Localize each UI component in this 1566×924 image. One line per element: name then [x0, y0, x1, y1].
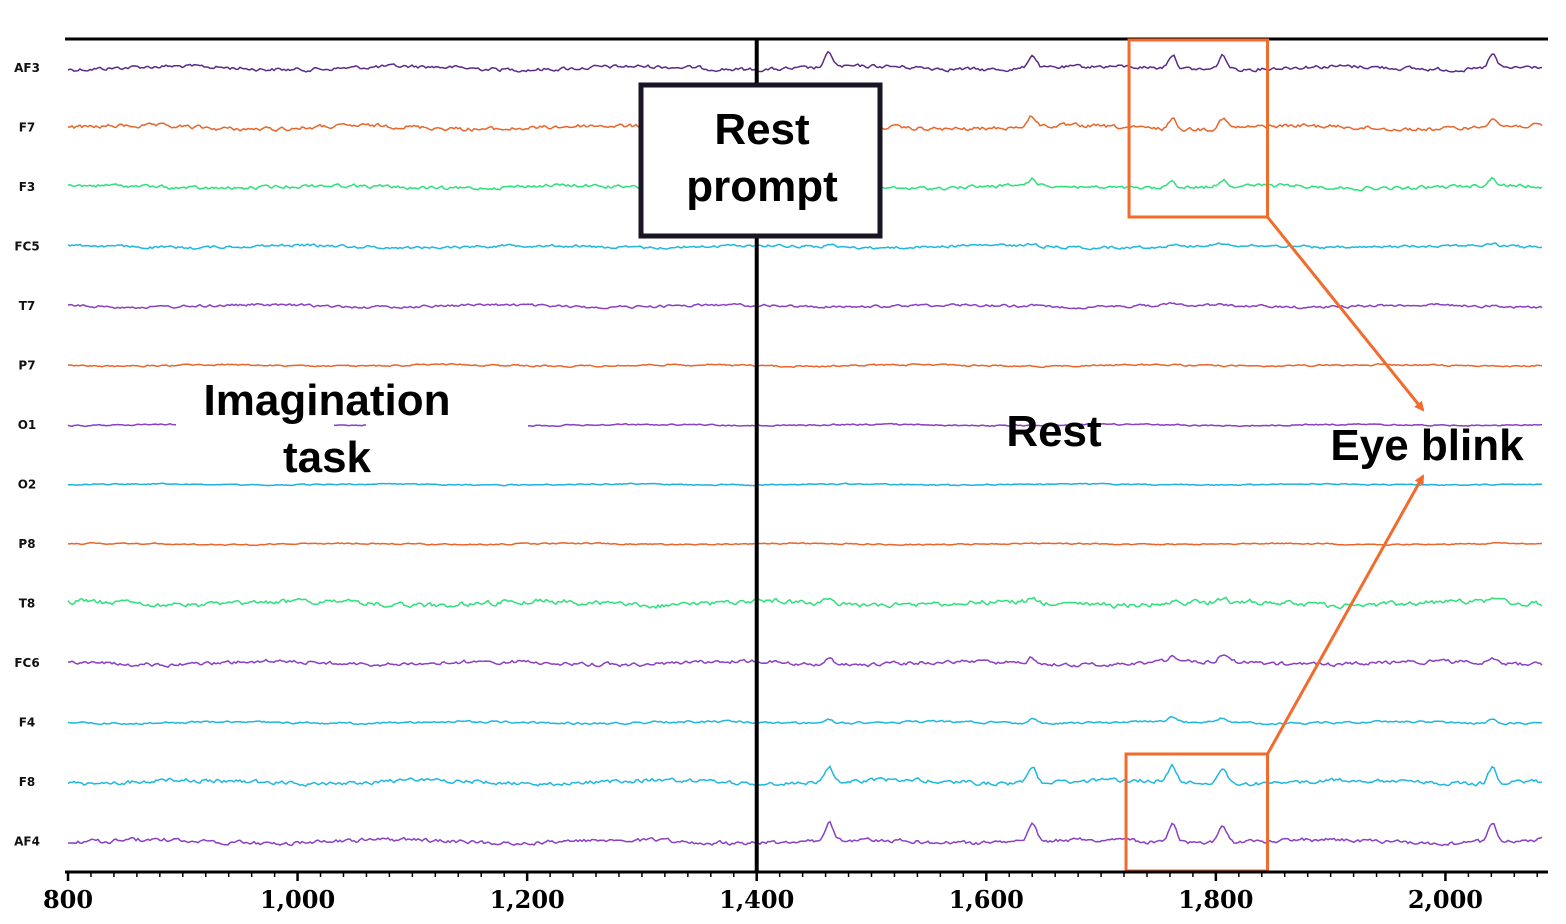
rest-prompt-line-1: Rest [714, 105, 810, 154]
annotation-texts: Imagination task Rest Eye blink [204, 376, 1525, 482]
channel-label-fc6: FC6 [14, 656, 39, 670]
eye-blink-label: Eye blink [1330, 421, 1524, 470]
rest-prompt-box: Rest prompt [638, 82, 883, 239]
channel-label-fc5: FC5 [14, 240, 39, 254]
channel-labels: AF3 F7 F3 FC5 T7 P7 O1 O2 P8 T8 FC6 F4 F8 AF4 [14, 61, 40, 849]
x-axis: 800 1,000 1,200 1,400 1,600 1,800 2,000 [43, 870, 1548, 914]
x-tick-label: 1,000 [260, 885, 335, 914]
channel-label-o2: O2 [18, 478, 37, 492]
channel-label-p7: P7 [18, 359, 35, 373]
channel-label-f7: F7 [19, 121, 36, 135]
x-tick-label: 1,200 [490, 885, 565, 914]
x-tick-label: 2,000 [1408, 885, 1483, 914]
trace-af3 [67, 50, 1543, 73]
task-label-line-1: Imagination [204, 376, 451, 425]
channel-label-f8: F8 [19, 775, 36, 789]
overlays [65, 37, 1548, 873]
channel-label-af4: AF4 [14, 835, 40, 849]
channel-label-t8: T8 [19, 597, 36, 611]
x-tick-label: 1,600 [949, 885, 1024, 914]
channel-label-o1: O1 [18, 418, 37, 432]
rest-prompt-frame [638, 82, 883, 239]
channel-label-f4: F4 [19, 716, 36, 730]
trace-t7 [67, 301, 1543, 310]
trace-fc6 [67, 654, 1543, 668]
eeg-traces [67, 50, 1543, 847]
rest-label: Rest [1006, 407, 1102, 456]
trace-p7 [67, 363, 1543, 369]
channel-label-p8: P8 [18, 537, 35, 551]
x-tick-label: 1,800 [1178, 885, 1253, 914]
trace-t8 [67, 596, 1543, 610]
channel-label-t7: T7 [19, 299, 36, 313]
x-tick-label: 800 [43, 885, 93, 914]
channel-label-f3: F3 [19, 180, 36, 194]
rest-prompt-line-2: prompt [686, 162, 838, 211]
trace-p8 [67, 541, 1543, 547]
trace-o1 [67, 422, 1542, 428]
blink-window-box-2 [1124, 752, 1270, 873]
channel-label-af3: AF3 [14, 61, 40, 75]
blink-arrow-bottom [1266, 474, 1425, 755]
blink-arrow-top [1266, 216, 1425, 412]
trace-f4 [67, 716, 1543, 726]
blink-window-box-1 [1127, 38, 1270, 219]
x-tick-label: 1,400 [719, 885, 794, 914]
trace-af4 [67, 820, 1543, 847]
trace-f8 [67, 763, 1543, 787]
task-label-line-2: task [283, 433, 372, 482]
trace-fc5 [67, 242, 1542, 251]
trace-o2 [67, 482, 1543, 487]
